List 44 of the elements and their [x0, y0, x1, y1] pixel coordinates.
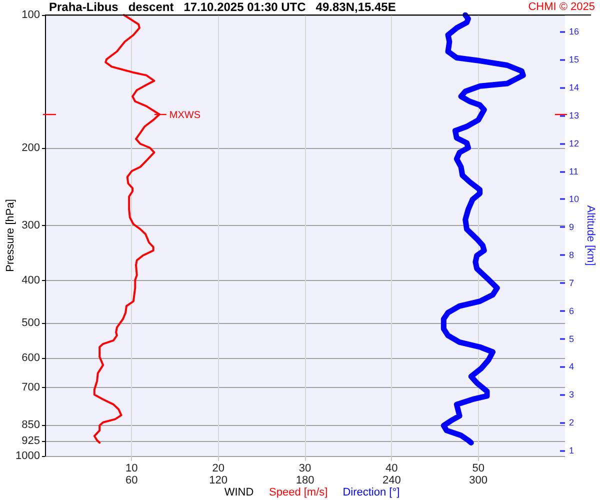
x-tick-label: 40 [386, 462, 398, 474]
text: CHMI © 2025 [528, 1, 595, 13]
x2-tick-label: 120 [209, 474, 228, 486]
y2-tick-label: 10 [569, 194, 580, 204]
y-tick-label: 500 [22, 317, 40, 330]
x2-tick-label: 240 [382, 474, 401, 486]
y-axis-title: Pressure [hPa] [4, 199, 16, 272]
y2-tick-label: 5 [569, 334, 574, 344]
y2-tick-label: 14 [569, 82, 580, 93]
x-tick-label: 10 [126, 462, 138, 474]
y-tick-label: 1000 [16, 450, 40, 462]
y2-tick-label: 3 [569, 390, 574, 400]
y-tick-label: 925 [22, 435, 40, 448]
y2-tick-label: 4 [569, 362, 574, 372]
y2-tick-label: 1 [569, 445, 574, 456]
y2-tick-label: 13 [569, 110, 580, 120]
annotation: MXWS [169, 110, 201, 121]
text: Speed [m/s] [269, 486, 328, 498]
y-tick-label: 600 [22, 352, 40, 364]
y-tick-label: 850 [22, 418, 40, 431]
chart-title: Praha-Libus descent 17.10.2025 01:30 UTC 49.83N,15.45E [49, 0, 396, 14]
y2-axis-title: Altitude [km] [584, 205, 596, 266]
x-tick-label: 30 [298, 462, 312, 474]
x-axis-title: WIND [224, 486, 254, 498]
y2-tick-label: 11 [569, 166, 578, 176]
x2-tick-label: 180 [296, 474, 314, 486]
y-tick-label: 700 [22, 382, 40, 394]
y2-tick-label: 8 [569, 250, 574, 260]
y-tick-label: 200 [22, 142, 40, 154]
text: Direction [°] [342, 486, 400, 498]
y2-tick-label: 7 [569, 278, 574, 288]
y2-tick-label: 15 [569, 54, 580, 65]
x-tick-label: 20 [212, 462, 224, 474]
y-tick-label: 400 [22, 274, 40, 287]
x-tick-label: 50 [472, 462, 484, 474]
y2-tick-label: 12 [569, 138, 580, 148]
y-tick-label: 300 [22, 219, 40, 232]
y2-tick-label: 16 [569, 26, 580, 37]
y2-tick-label: 6 [569, 306, 574, 316]
y2-tick-label: 2 [569, 418, 574, 428]
y2-tick-label: 9 [569, 222, 574, 232]
x2-tick-label: 60 [126, 474, 138, 486]
y-tick-label: 100 [22, 9, 40, 21]
x2-tick-label: 300 [469, 474, 488, 486]
